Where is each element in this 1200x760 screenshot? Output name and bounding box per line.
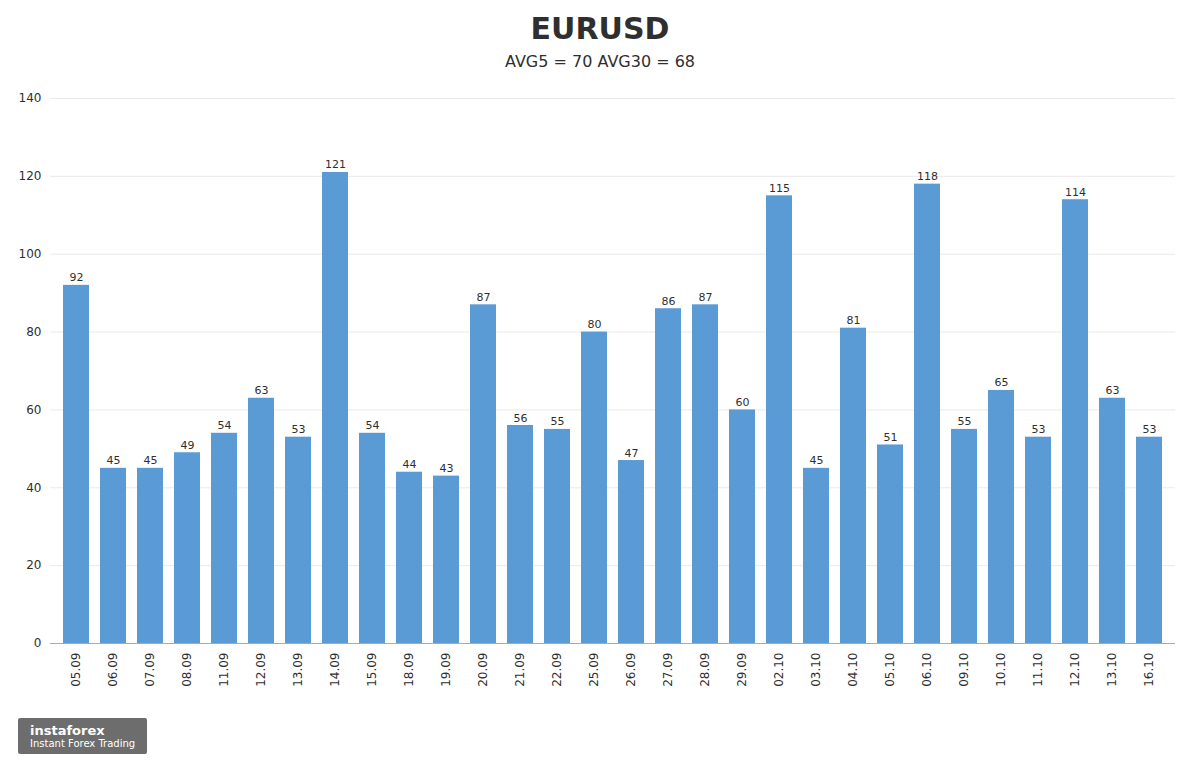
svg-text:43: 43: [440, 462, 454, 475]
svg-text:05.10: 05.10: [883, 653, 897, 687]
svg-text:63: 63: [1106, 384, 1120, 397]
svg-text:44: 44: [403, 458, 417, 471]
svg-text:60: 60: [26, 403, 41, 417]
html-text:instaforex: instaforex: [30, 723, 105, 738]
svg-text:09.10: 09.10: [957, 653, 971, 687]
svg-text:60: 60: [736, 396, 750, 409]
svg-text:65: 65: [995, 376, 1009, 389]
svg-text:13.10: 13.10: [1105, 653, 1119, 687]
svg-text:45: 45: [810, 454, 824, 467]
html-text:EURUSD: EURUSD: [530, 11, 670, 46]
svg-text:81: 81: [847, 314, 861, 327]
svg-text:11.09: 11.09: [217, 653, 231, 687]
svg-text:14.09: 14.09: [328, 653, 342, 687]
svg-text:29.09: 29.09: [735, 653, 749, 687]
svg-text:19.09: 19.09: [439, 653, 453, 687]
svg-text:87: 87: [477, 291, 491, 304]
svg-text:06.09: 06.09: [106, 653, 120, 687]
svg-text:12.10: 12.10: [1068, 653, 1082, 687]
svg-text:120: 120: [19, 169, 42, 183]
svg-text:54: 54: [218, 419, 232, 432]
svg-text:118: 118: [917, 170, 938, 183]
svg-text:08.09: 08.09: [180, 653, 194, 687]
svg-text:114: 114: [1065, 186, 1086, 199]
svg-text:25.09: 25.09: [587, 653, 601, 687]
svg-text:53: 53: [1032, 423, 1046, 436]
html-text:Instant Forex Trading: Instant Forex Trading: [30, 738, 136, 749]
svg-text:47: 47: [625, 447, 639, 460]
svg-text:45: 45: [144, 454, 158, 467]
svg-text:45: 45: [107, 454, 121, 467]
svg-text:06.10: 06.10: [920, 653, 934, 687]
svg-text:04.10: 04.10: [846, 653, 860, 687]
svg-text:02.10: 02.10: [772, 653, 786, 687]
svg-text:121: 121: [325, 158, 346, 171]
svg-text:07.09: 07.09: [143, 653, 157, 687]
svg-text:13.09: 13.09: [291, 653, 305, 687]
svg-text:20.09: 20.09: [476, 653, 490, 687]
svg-text:115: 115: [769, 182, 790, 195]
svg-text:54: 54: [366, 419, 380, 432]
svg-text:21.09: 21.09: [513, 653, 527, 687]
svg-text:55: 55: [958, 415, 972, 428]
svg-text:53: 53: [1143, 423, 1157, 436]
svg-text:12.09: 12.09: [254, 653, 268, 687]
svg-text:03.10: 03.10: [809, 653, 823, 687]
svg-text:53: 53: [292, 423, 306, 436]
svg-text:18.09: 18.09: [402, 653, 416, 687]
svg-text:80: 80: [588, 318, 602, 331]
svg-text:40: 40: [26, 481, 41, 495]
svg-text:05.09: 05.09: [69, 653, 83, 687]
svg-text:100: 100: [19, 247, 42, 261]
svg-text:11.10: 11.10: [1031, 653, 1045, 687]
svg-text:140: 140: [19, 91, 42, 105]
svg-text:55: 55: [551, 415, 565, 428]
svg-text:26.09: 26.09: [624, 653, 638, 687]
svg-text:27.09: 27.09: [661, 653, 675, 687]
svg-text:0: 0: [34, 636, 42, 650]
html-text:AVG5 = 70 AVG30 = 68: AVG5 = 70 AVG30 = 68: [505, 52, 695, 71]
svg-text:92: 92: [70, 271, 84, 284]
svg-text:15.09: 15.09: [365, 653, 379, 687]
svg-text:16.10: 16.10: [1142, 653, 1156, 687]
svg-text:56: 56: [514, 412, 528, 425]
svg-text:51: 51: [884, 431, 898, 444]
svg-text:22.09: 22.09: [550, 653, 564, 687]
svg-text:20: 20: [26, 558, 41, 572]
svg-text:80: 80: [26, 325, 41, 339]
svg-text:86: 86: [662, 295, 676, 308]
svg-text:87: 87: [699, 291, 713, 304]
svg-text:28.09: 28.09: [698, 653, 712, 687]
svg-text:10.10: 10.10: [994, 653, 1008, 687]
svg-text:49: 49: [181, 439, 195, 452]
svg-text:63: 63: [255, 384, 269, 397]
